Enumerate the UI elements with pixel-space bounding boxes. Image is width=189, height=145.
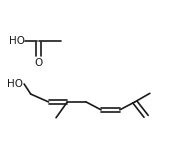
Text: HO: HO (9, 36, 25, 46)
Text: O: O (34, 58, 42, 68)
Text: HO: HO (7, 79, 23, 89)
